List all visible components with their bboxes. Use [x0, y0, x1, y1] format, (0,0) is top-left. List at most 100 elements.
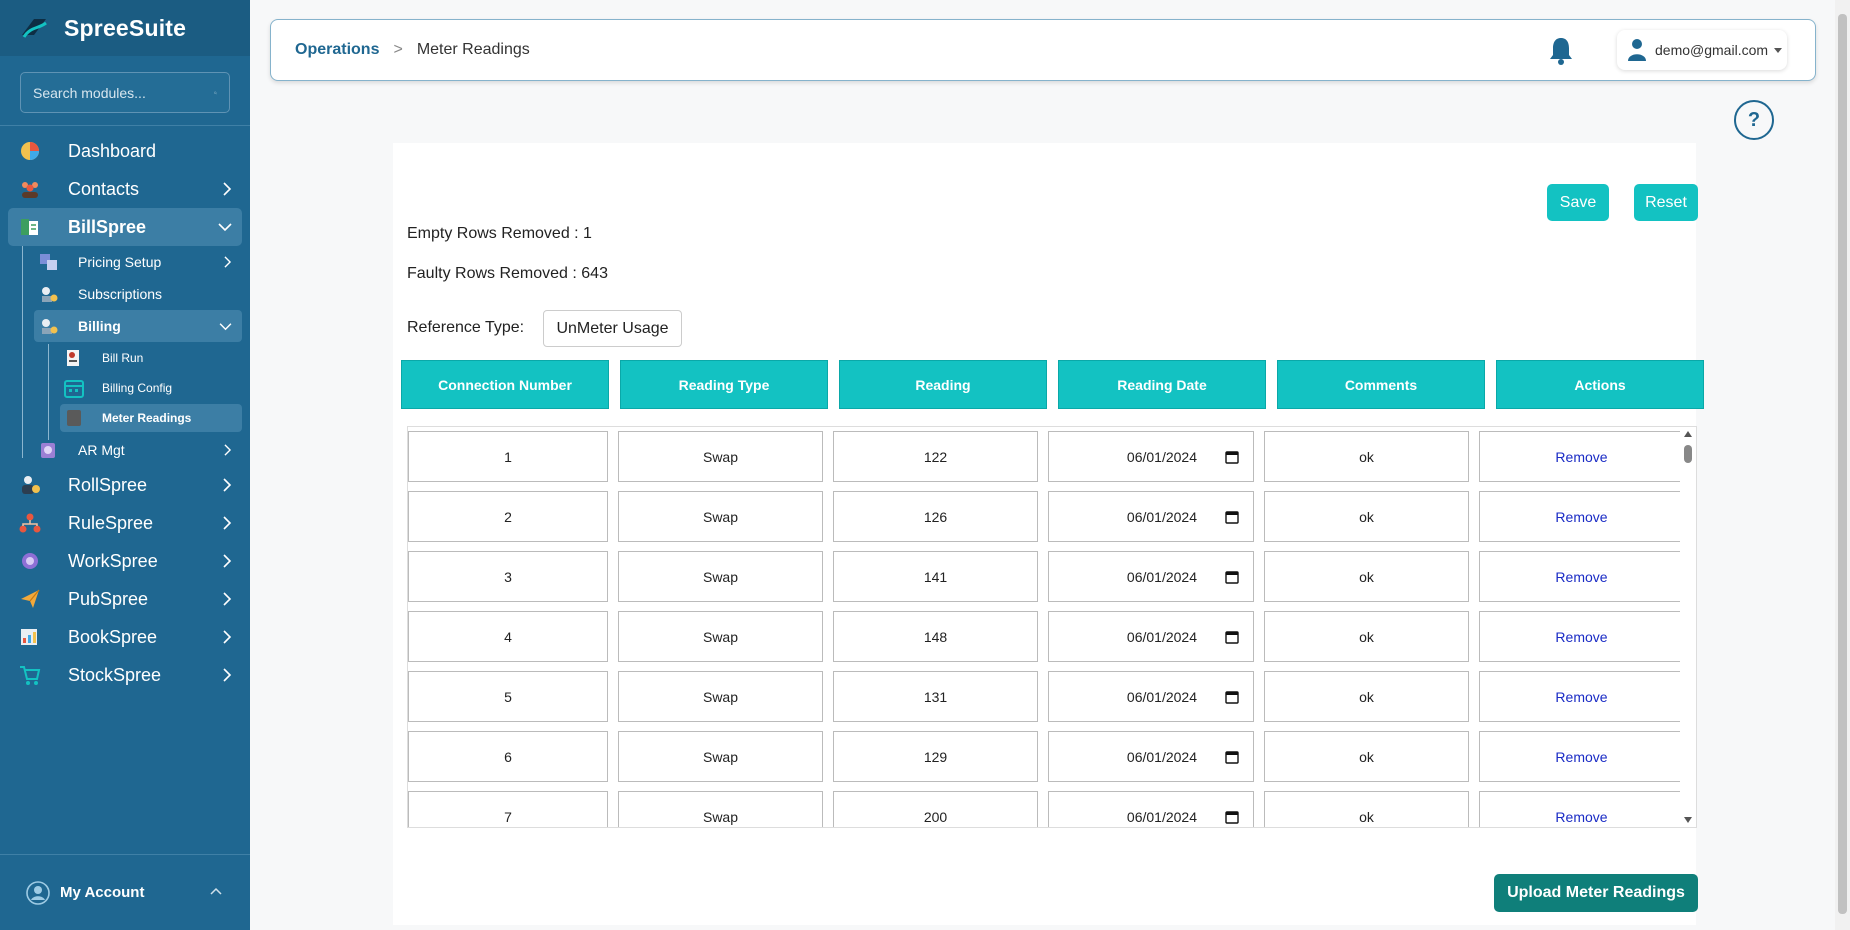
- brand[interactable]: SpreeSuite: [0, 0, 250, 56]
- sidebar-item-workspree[interactable]: WorkSpree: [8, 542, 242, 580]
- remove-row-link[interactable]: Remove: [1555, 628, 1608, 645]
- sidebar-item-pricing-setup[interactable]: Pricing Setup: [34, 246, 242, 278]
- actions-cell: Remove: [1479, 731, 1684, 782]
- calendar-icon[interactable]: [1225, 510, 1239, 524]
- user-icon: [1628, 39, 1646, 61]
- connection-number-cell[interactable]: 3: [408, 551, 608, 602]
- calendar-icon[interactable]: [1225, 810, 1239, 824]
- scroll-thumb[interactable]: [1684, 445, 1692, 463]
- sidebar-item-subscriptions[interactable]: Subscriptions: [34, 278, 242, 310]
- chevron-up-icon[interactable]: [210, 887, 222, 895]
- remove-row-link[interactable]: Remove: [1555, 448, 1608, 465]
- connection-number-cell[interactable]: 5: [408, 671, 608, 722]
- sidebar-item-billing-config[interactable]: Billing Config: [60, 374, 242, 402]
- reading-date-cell[interactable]: 06/01/2024: [1048, 731, 1254, 782]
- empty-rows-stat: Empty Rows Removed : 1: [407, 225, 592, 242]
- connection-number-cell[interactable]: 1: [408, 431, 608, 482]
- connection-number-cell[interactable]: 6: [408, 731, 608, 782]
- reading-type-cell[interactable]: Swap: [618, 611, 823, 662]
- reset-button[interactable]: Reset: [1634, 184, 1698, 221]
- reading-date-cell[interactable]: 06/01/2024: [1048, 551, 1254, 602]
- user-menu-button[interactable]: demo@gmail.com: [1617, 30, 1787, 70]
- comments-cell[interactable]: ok: [1264, 431, 1469, 482]
- module-search[interactable]: [20, 72, 230, 113]
- reading-date-cell[interactable]: 06/01/2024: [1048, 611, 1254, 662]
- sidebar-item-bookspree[interactable]: BookSpree: [8, 618, 242, 656]
- reading-type-cell[interactable]: Swap: [618, 431, 823, 482]
- reference-type-value[interactable]: UnMeter Usage: [543, 310, 682, 347]
- notification-bell-icon[interactable]: [1547, 36, 1575, 66]
- connection-number-cell[interactable]: 4: [408, 611, 608, 662]
- remove-row-link[interactable]: Remove: [1555, 808, 1608, 825]
- reading-date-cell[interactable]: 06/01/2024: [1048, 491, 1254, 542]
- comments-cell[interactable]: ok: [1264, 671, 1469, 722]
- remove-row-link[interactable]: Remove: [1555, 688, 1608, 705]
- scroll-down-icon[interactable]: [1684, 817, 1692, 823]
- chevron-right-icon: [223, 478, 232, 492]
- calendar-icon[interactable]: [1225, 690, 1239, 704]
- reading-cell[interactable]: 131: [833, 671, 1038, 722]
- upload-meter-readings-button[interactable]: Upload Meter Readings: [1494, 874, 1698, 912]
- comments-cell[interactable]: ok: [1264, 551, 1469, 602]
- table-row: 1 Swap 122 06/01/2024 ok Remove: [408, 431, 1684, 491]
- reading-date-cell[interactable]: 06/01/2024: [1048, 671, 1254, 722]
- sidebar-divider: [0, 125, 250, 126]
- reading-cell[interactable]: 141: [833, 551, 1038, 602]
- sidebar-item-contacts[interactable]: Contacts: [8, 170, 242, 208]
- reading-type-cell[interactable]: Swap: [618, 491, 823, 542]
- tree-line: [22, 246, 23, 458]
- reading-cell[interactable]: 126: [833, 491, 1038, 542]
- hierarchy-icon: [18, 511, 42, 535]
- page-scrollbar[interactable]: [1835, 0, 1850, 930]
- sidebar-item-rollspree[interactable]: RollSpree: [8, 466, 242, 504]
- billing-icon: [38, 315, 60, 337]
- sidebar-item-label: RollSpree: [68, 474, 148, 495]
- search-input[interactable]: [33, 84, 214, 101]
- calendar-icon[interactable]: [1225, 630, 1239, 644]
- sidebar-item-rulespree[interactable]: RuleSpree: [8, 504, 242, 542]
- reading-type-cell[interactable]: Swap: [618, 551, 823, 602]
- reading-cell[interactable]: 200: [833, 791, 1038, 827]
- connection-number-cell[interactable]: 7: [408, 791, 608, 827]
- reading-type-cell[interactable]: Swap: [618, 731, 823, 782]
- table-scrollbar[interactable]: [1680, 427, 1696, 827]
- sidebar-item-dashboard[interactable]: Dashboard: [8, 132, 242, 170]
- search-icon[interactable]: [214, 85, 217, 101]
- reading-type-cell[interactable]: Swap: [618, 791, 823, 827]
- reading-cell[interactable]: 129: [833, 731, 1038, 782]
- comments-cell[interactable]: ok: [1264, 791, 1469, 827]
- reading-date-cell[interactable]: 06/01/2024: [1048, 791, 1254, 827]
- bill-icon: [18, 215, 42, 239]
- remove-row-link[interactable]: Remove: [1555, 568, 1608, 585]
- save-button[interactable]: Save: [1547, 184, 1609, 221]
- calendar-icon[interactable]: [1225, 750, 1239, 764]
- comments-cell[interactable]: ok: [1264, 611, 1469, 662]
- sidebar-item-billing[interactable]: Billing: [34, 310, 242, 342]
- remove-row-link[interactable]: Remove: [1555, 748, 1608, 765]
- my-account[interactable]: My Account: [0, 854, 250, 930]
- reading-type-cell[interactable]: Swap: [618, 671, 823, 722]
- sidebar-item-meter-readings[interactable]: Meter Readings: [60, 404, 242, 432]
- table-body[interactable]: 1 Swap 122 06/01/2024 ok Remove 2 Swap 1…: [407, 426, 1697, 828]
- reading-date-cell[interactable]: 06/01/2024: [1048, 431, 1254, 482]
- breadcrumb-operations[interactable]: Operations: [295, 41, 380, 58]
- page-scroll-thumb[interactable]: [1838, 14, 1847, 914]
- sidebar-item-ar-mgt[interactable]: AR Mgt: [34, 434, 242, 466]
- remove-row-link[interactable]: Remove: [1555, 508, 1608, 525]
- comments-cell[interactable]: ok: [1264, 491, 1469, 542]
- calendar-icon[interactable]: [1225, 570, 1239, 584]
- calendar-icon[interactable]: [1225, 450, 1239, 464]
- sidebar-item-billspree[interactable]: BillSpree: [8, 208, 242, 246]
- connection-number-cell[interactable]: 2: [408, 491, 608, 542]
- chevron-right-icon: [223, 554, 232, 568]
- sidebar-item-pubspree[interactable]: PubSpree: [8, 580, 242, 618]
- scroll-up-icon[interactable]: [1684, 431, 1692, 437]
- sidebar-item-stockspree[interactable]: StockSpree: [8, 656, 242, 694]
- sidebar-item-bill-run[interactable]: Bill Run: [60, 344, 242, 372]
- comments-cell[interactable]: ok: [1264, 731, 1469, 782]
- reading-cell[interactable]: 122: [833, 431, 1038, 482]
- help-button[interactable]: ?: [1734, 100, 1774, 140]
- reading-date-value: 06/01/2024: [1126, 748, 1197, 765]
- reading-cell[interactable]: 148: [833, 611, 1038, 662]
- reading-date-value: 06/01/2024: [1126, 688, 1197, 705]
